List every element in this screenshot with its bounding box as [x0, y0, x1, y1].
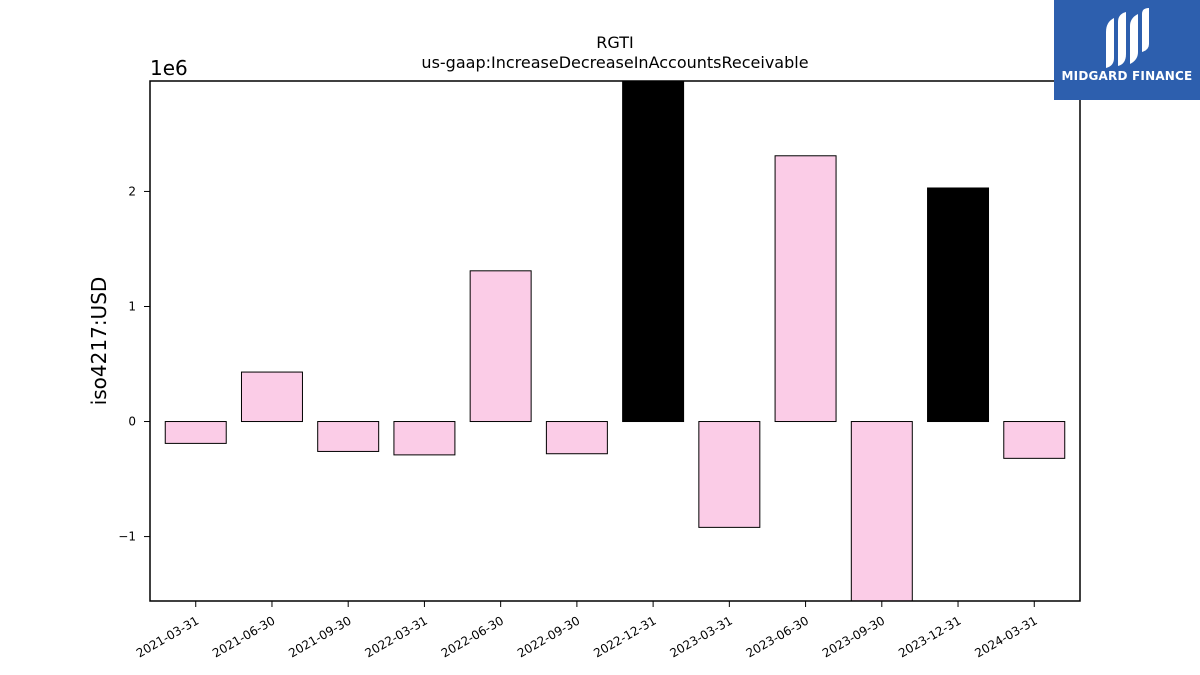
midgard-finance-logo: MIDGARD FINANCE — [1054, 0, 1200, 100]
x-tick-label: 2022-06-30 — [439, 613, 506, 660]
logo-mark-icon — [1106, 8, 1149, 68]
bar-2021-06-30 — [240, 371, 303, 423]
x-tick-label: 2021-06-30 — [210, 613, 277, 660]
y-axis-offset-label: 1e6 — [150, 56, 188, 80]
x-tick-label: 2024-03-31 — [972, 613, 1039, 660]
x-tick-label: 2021-09-30 — [286, 613, 353, 660]
x-tick-label: 2023-09-30 — [820, 613, 887, 660]
bar-2021-03-31 — [164, 421, 227, 444]
bar-2022-09-30 — [545, 421, 608, 455]
bar-2023-06-30 — [774, 155, 837, 423]
bar-2023-09-30 — [850, 421, 913, 602]
x-tick-label: 2023-03-31 — [667, 613, 734, 660]
logo-text: MIDGARD FINANCE — [1061, 69, 1193, 83]
bar-2023-12-31 — [927, 187, 990, 423]
bar-2023-03-31 — [698, 421, 761, 528]
chart-subtitle: us-gaap:IncreaseDecreaseInAccountsReceiv… — [421, 53, 808, 72]
x-tick-label: 2023-06-30 — [744, 613, 811, 660]
y-tick-label: 1 — [128, 299, 136, 313]
bar-2021-09-30 — [317, 421, 380, 452]
y-tick-label: 2 — [128, 184, 136, 198]
y-axis-label: iso4217:USD — [87, 277, 111, 406]
y-tick-label: 0 — [128, 415, 136, 429]
x-tick-label: 2022-09-30 — [515, 613, 582, 660]
plot-frame — [149, 80, 1081, 602]
x-tick-label: 2023-12-31 — [896, 613, 963, 660]
x-tick-label: 2022-12-31 — [591, 613, 658, 660]
bar-2022-12-31 — [622, 80, 685, 423]
bar-2024-03-31 — [1003, 421, 1066, 459]
chart-title: RGTI — [596, 33, 633, 52]
x-tick-label: 2022-03-31 — [363, 613, 430, 660]
y-tick-label: −1 — [118, 530, 136, 544]
x-tick-label: 2021-03-31 — [134, 613, 201, 660]
bar-2022-03-31 — [393, 421, 456, 456]
bar-2022-06-30 — [469, 270, 532, 423]
